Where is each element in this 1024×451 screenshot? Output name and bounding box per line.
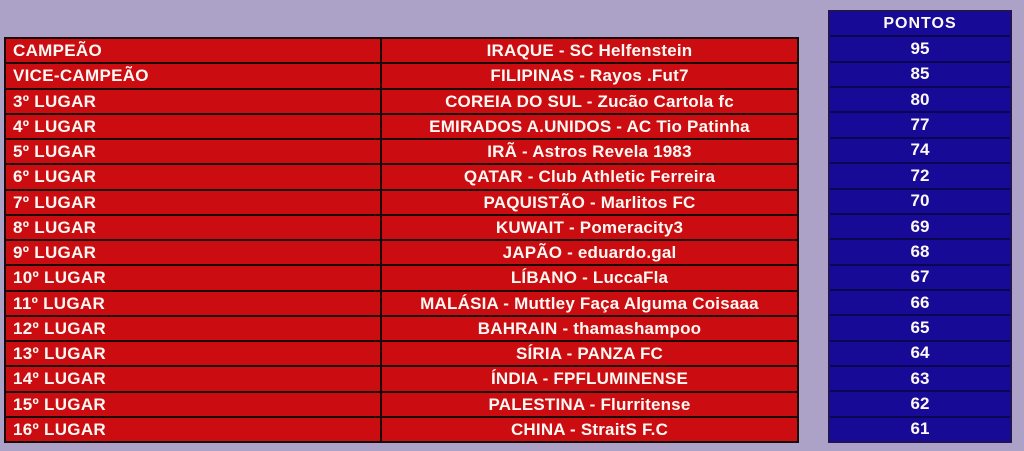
table-row: 3º LUGAR COREIA DO SUL - Zucão Cartola fc xyxy=(6,89,797,115)
points-table: PONTOS 95 85 80 77 74 72 70 69 68 67 66 65 64 63 62 61 xyxy=(828,10,1012,443)
rank-cell: 3º LUGAR xyxy=(6,89,382,113)
table-row: 14º LUGAR ÍNDIA - FPFLUMINENSE xyxy=(6,367,797,393)
rank-cell: CAMPEÃO xyxy=(6,39,382,63)
table-row: 4º LUGAR EMIRADOS A.UNIDOS - AC Tio Patin… xyxy=(6,114,797,140)
rank-cell: 7º LUGAR xyxy=(6,190,382,214)
rank-cell: 10º LUGAR xyxy=(6,266,382,290)
table-row: 6º LUGAR QATAR - Club Athletic Ferreira xyxy=(6,165,797,191)
team-cell: EMIRADOS A.UNIDOS - AC Tio Patinha xyxy=(429,116,750,136)
points-cell: 95 xyxy=(830,37,1010,63)
table-row: 10º LUGAR LÍBANO - LuccaFla xyxy=(6,266,797,292)
points-cell: 62 xyxy=(830,392,1010,418)
points-cell: 61 xyxy=(910,419,930,439)
points-cell: 85 xyxy=(830,63,1010,89)
team-cell: CHINA - StraitS F.C xyxy=(510,419,669,439)
team-cell: SÍRIA - PANZA FC xyxy=(515,344,664,364)
team-cell: JAPÃO - eduardo.gal xyxy=(502,243,677,263)
table-row: 11º LUGAR MALÁSIA - Muttley Faça Alguma C… xyxy=(6,291,797,317)
table-row: 15º LUGAR PALESTINA - Flurritense xyxy=(6,392,797,418)
table-row: 13º LUGAR SÍRIA - PANZA FC xyxy=(6,342,797,368)
team-cell: IRAQUE - SC Helfenstein xyxy=(486,41,693,61)
rank-cell: 6º LUGAR xyxy=(6,165,382,189)
team-cell: ÍNDIA - FPFLUMINENSE xyxy=(491,369,688,389)
ranking-table: CAMPEÃO IRAQUE - SC Helfenstein VICE-CAMPE… xyxy=(4,37,799,443)
points-cell: 77 xyxy=(830,113,1010,139)
team-cell: LÍBANO - LuccaFla xyxy=(510,268,669,288)
team-cell: QATAR - Club Athletic Ferreira xyxy=(463,167,716,187)
team-cell: PALESTINA - Flurritense xyxy=(488,394,691,414)
points-header: PONTOS xyxy=(830,12,1010,38)
points-cell: 66 xyxy=(830,291,1010,317)
team-cell: KUWAIT - Pomeracity3 xyxy=(495,217,684,237)
rank-cell: 8º LUGAR xyxy=(6,215,382,239)
team-cell: FILIPINAS - Rayos .Fut7 xyxy=(490,66,689,86)
rank-cell: 11º LUGAR xyxy=(6,291,382,315)
table-row: CAMPEÃO IRAQUE - SC Helfenstein xyxy=(6,39,797,65)
team-cell: IRÃ - Astros Revela 1983 xyxy=(487,142,692,162)
rank-cell: 13º LUGAR xyxy=(6,342,382,366)
points-cell: 64 xyxy=(830,342,1010,368)
table-row: 16º LUGAR CHINA - StraitS F.C xyxy=(6,417,797,441)
rank-cell: 5º LUGAR xyxy=(6,140,382,164)
table-row: 12º LUGAR BAHRAIN - thamashampoo xyxy=(6,316,797,342)
points-cell: 72 xyxy=(830,164,1010,190)
points-cell: 65 xyxy=(830,316,1010,342)
rank-cell: 16º LUGAR xyxy=(6,417,382,441)
points-cell: 69 xyxy=(830,215,1010,241)
points-cell: 80 xyxy=(830,88,1010,114)
table-row: 5º LUGAR IRÃ - Astros Revela 1983 xyxy=(6,140,797,166)
table-row: 9º LUGAR JAPÃO - eduardo.gal xyxy=(6,241,797,267)
table-row: 7º LUGAR PAQUISTÃO - Marlitos FC xyxy=(6,190,797,216)
team-cell: PAQUISTÃO - Marlitos FC xyxy=(483,192,696,212)
points-cell: 68 xyxy=(830,240,1010,266)
team-cell: MALÁSIA - Muttley Faça Alguma Coisaaa xyxy=(420,293,759,313)
points-cell: 74 xyxy=(830,139,1010,165)
rank-cell: VICE-CAMPEÃO xyxy=(6,64,382,88)
rank-cell: 12º LUGAR xyxy=(6,316,382,340)
table-row: 8º LUGAR KUWAIT - Pomeracity3 xyxy=(6,215,797,241)
rank-cell: 4º LUGAR xyxy=(6,114,382,138)
team-cell: COREIA DO SUL - Zucão Cartola fc xyxy=(445,91,734,111)
table-row: VICE-CAMPEÃO FILIPINAS - Rayos .Fut7 xyxy=(6,64,797,90)
points-cell: 67 xyxy=(830,266,1010,291)
rank-cell: 15º LUGAR xyxy=(6,392,382,416)
rank-cell: 9º LUGAR xyxy=(6,241,382,265)
rank-cell: 14º LUGAR xyxy=(6,367,382,391)
points-cell: 63 xyxy=(830,367,1010,393)
team-cell: BAHRAIN - thamashampoo xyxy=(477,318,702,338)
points-cell: 70 xyxy=(830,190,1010,215)
